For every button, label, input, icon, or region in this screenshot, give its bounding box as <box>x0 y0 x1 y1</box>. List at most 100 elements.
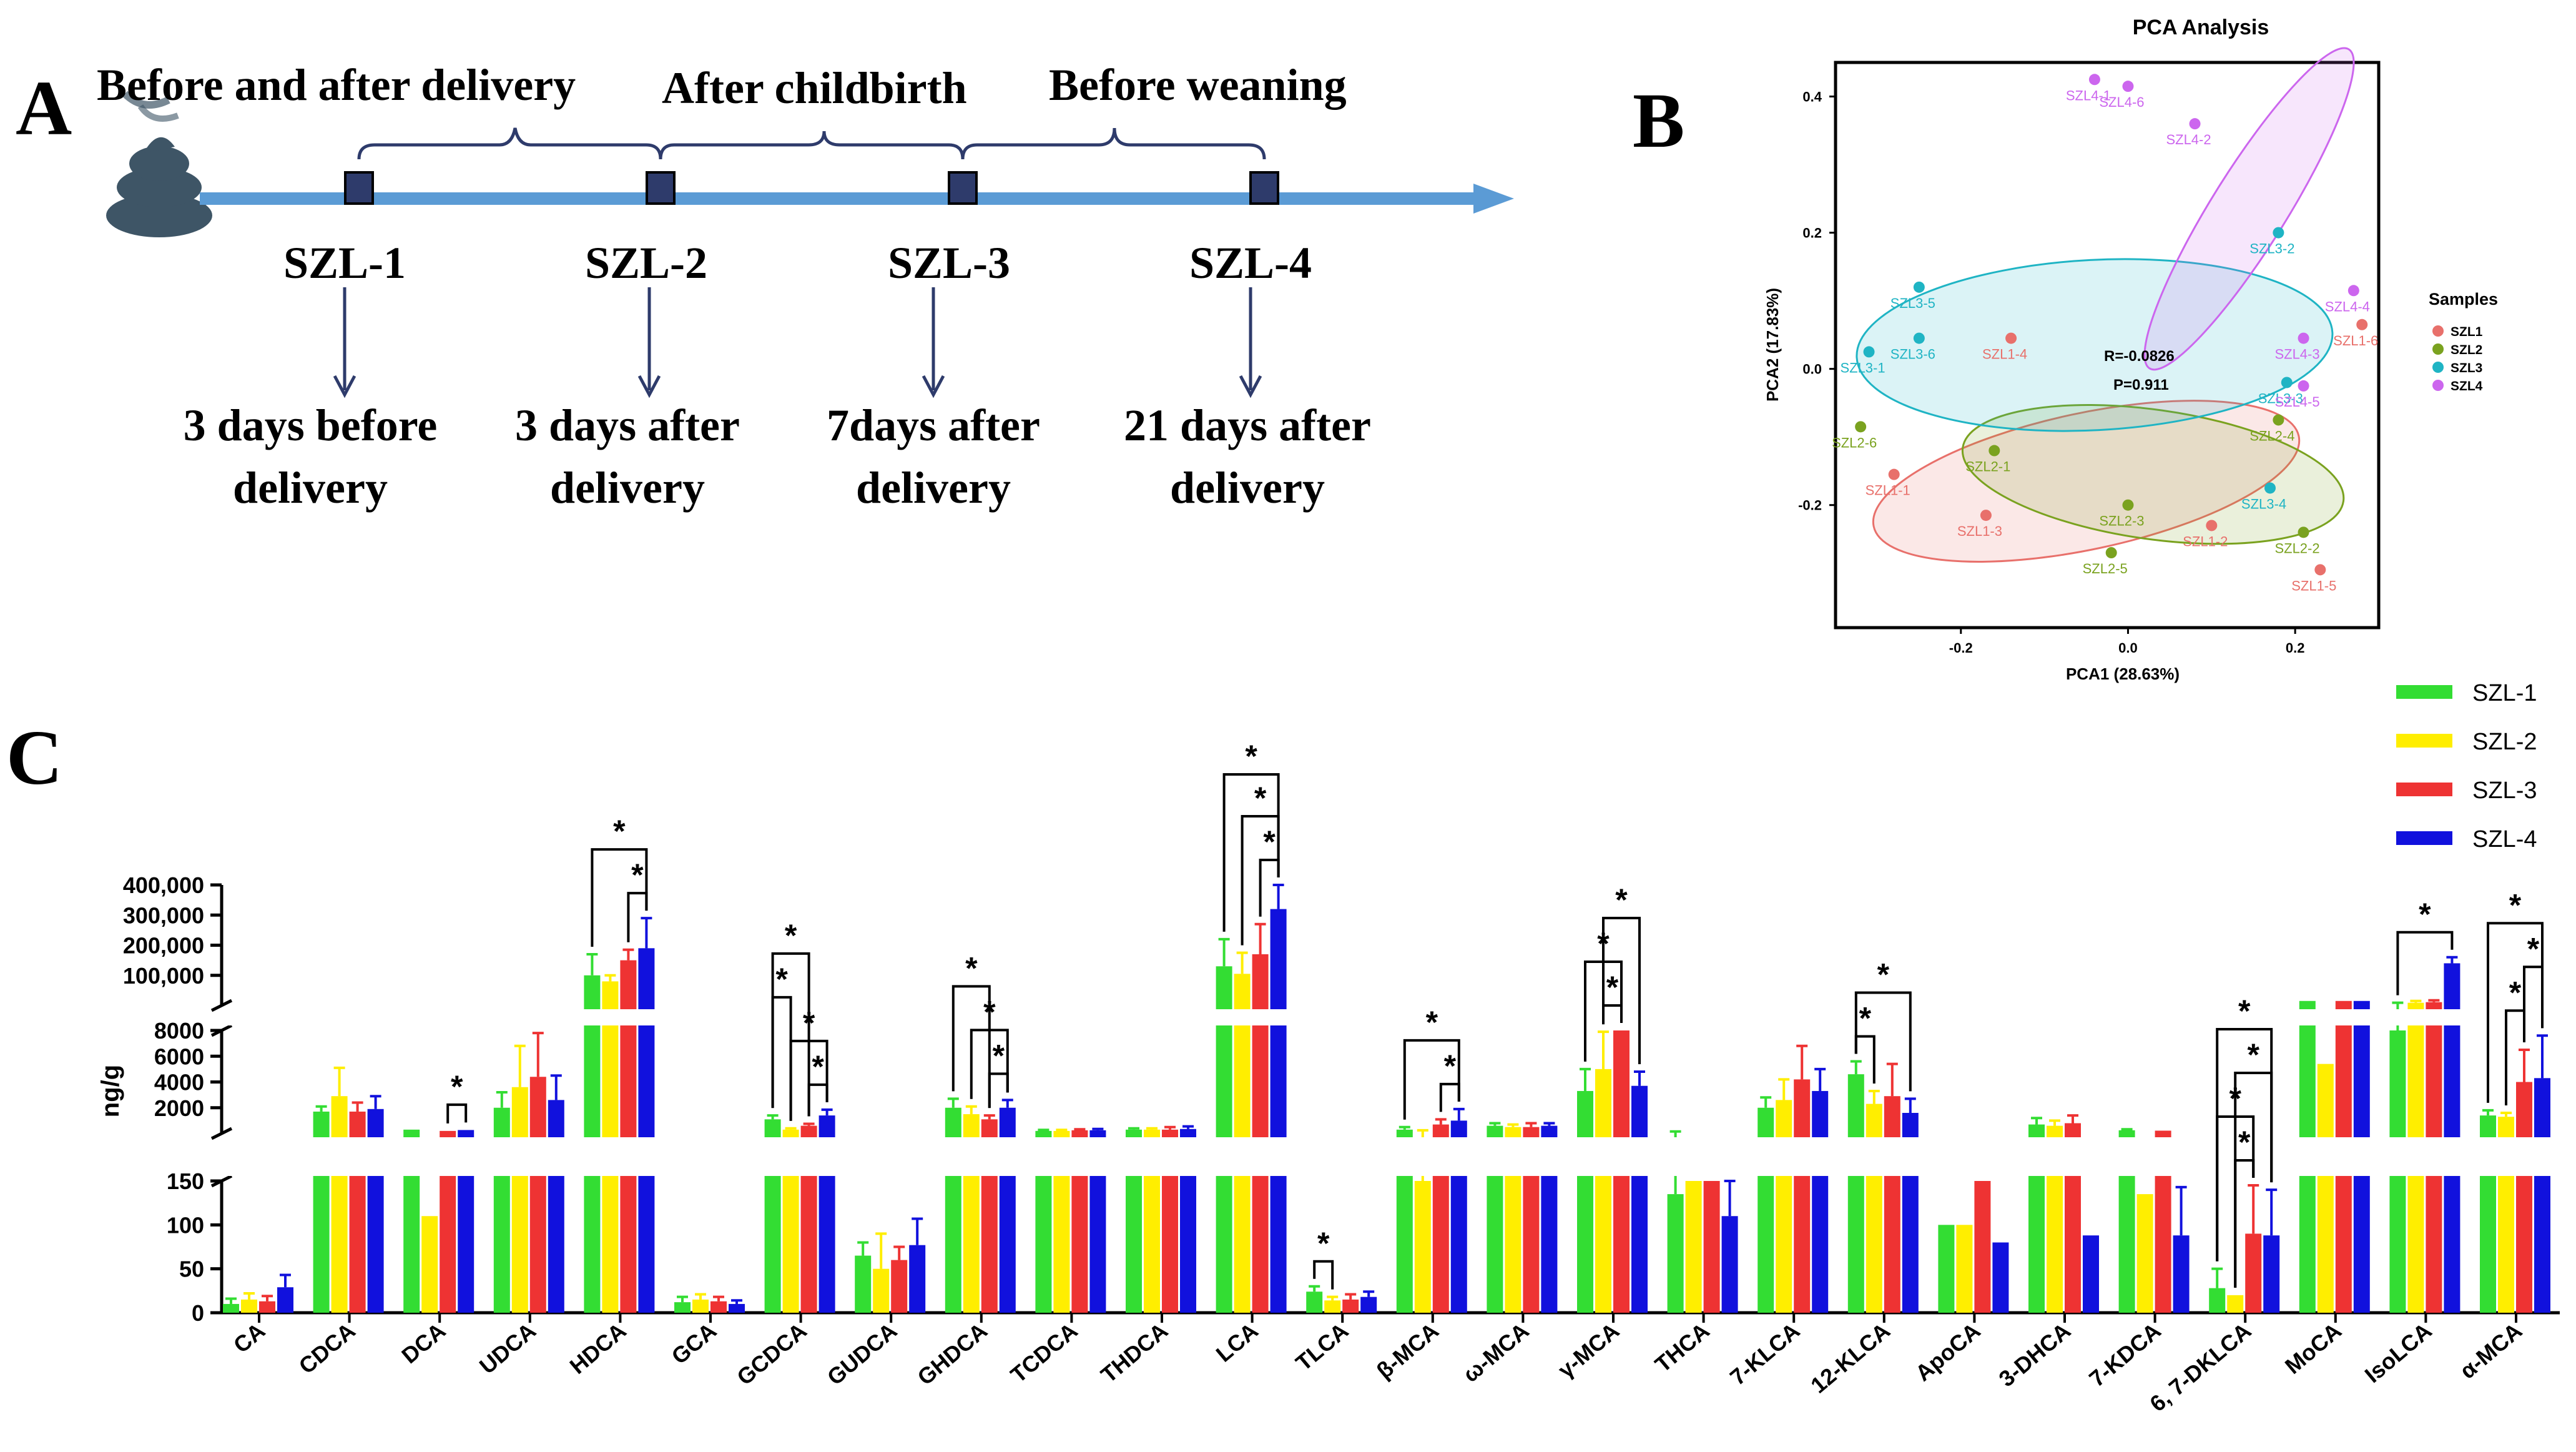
bar <box>2263 1235 2280 1313</box>
bar-legend-label: SZL-3 <box>2472 778 2537 804</box>
pca-y-tick-label: 0.0 <box>1802 362 1822 377</box>
confidence-ellipse <box>1856 258 2334 432</box>
significance-bracket <box>2396 931 2454 995</box>
pca-legend-swatch <box>2432 362 2444 373</box>
significance-star: * <box>2419 897 2431 932</box>
pca-legend-swatch <box>2432 380 2444 391</box>
bar-category-label: γ-MCA <box>1553 1318 1624 1383</box>
bar <box>2317 1064 2334 1313</box>
bar-y-tick-label: 0 <box>192 1300 204 1326</box>
stage-arrow-head <box>637 375 661 398</box>
stage-description-line1: 3 days before <box>184 400 438 450</box>
bar <box>1884 1096 1900 1313</box>
bar <box>1667 1194 1684 1313</box>
pca-x-tick-label: 0.0 <box>2118 640 2138 656</box>
bar-category-label: ω-MCA <box>1458 1318 1534 1387</box>
axis-break-gap <box>224 1137 2571 1176</box>
bar <box>692 1299 709 1313</box>
bar <box>1306 1291 1323 1313</box>
significance-bracket <box>807 1083 828 1117</box>
pca-point-label: SZL2-1 <box>1965 459 2010 475</box>
period-label-3: Before weaning <box>1049 60 1347 110</box>
significance-bracket <box>988 1072 1009 1109</box>
pca-y-label: PCA2 (17.83%) <box>1763 288 1782 402</box>
bar-y-tick-label: 150 <box>167 1168 204 1194</box>
pca-y-tick-label: 0.2 <box>1802 225 1822 241</box>
significance-star: * <box>1606 970 1619 1005</box>
significance-star: * <box>2238 994 2251 1029</box>
pca-point <box>2122 499 2134 511</box>
pca-point <box>2273 227 2284 239</box>
pca-point-label: SZL3-6 <box>1890 347 1935 362</box>
pca-y-tick-label: 0.4 <box>1802 89 1822 105</box>
stage-label: SZL-2 <box>585 238 707 288</box>
pca-x-tick-label: 0.2 <box>2286 640 2305 656</box>
pca-legend-label: SZL4 <box>2451 379 2483 393</box>
axis-break-gap <box>224 1009 2571 1025</box>
significance-star: * <box>1263 824 1276 859</box>
significance-bracket <box>1259 859 1280 917</box>
stage-description-line2: delivery <box>233 463 388 513</box>
bar <box>2245 1233 2262 1313</box>
bar-legend-label: SZL-1 <box>2472 680 2537 706</box>
pca-point <box>2189 118 2201 130</box>
significance-bracket <box>446 1103 468 1124</box>
bar <box>2083 1235 2099 1313</box>
bar-y-tick-label: 200,000 <box>123 933 204 959</box>
axis-break-mark <box>210 1174 233 1188</box>
timepoint-marker <box>646 171 676 205</box>
period-brace-2 <box>659 131 965 160</box>
bar-category-label: HDCA <box>565 1318 631 1379</box>
bar-category-label: DCA <box>396 1318 450 1369</box>
pca-point <box>1855 421 1867 433</box>
bar <box>729 1303 745 1313</box>
bar <box>1360 1296 1377 1313</box>
pca-point-label: SZL1-6 <box>2333 333 2378 348</box>
bar <box>1414 1181 1431 1313</box>
pca-point <box>2264 482 2276 494</box>
bar-legend-swatch <box>2396 685 2452 699</box>
panel-label-b: B <box>1633 78 1684 164</box>
axis-break-mark <box>210 999 233 1012</box>
bar <box>1776 1100 1792 1313</box>
bar <box>855 1255 872 1313</box>
bar-category-label: 12-KLCA <box>1806 1318 1895 1398</box>
significance-star: * <box>785 918 797 953</box>
significance-star: * <box>2238 1125 2251 1160</box>
pca-point <box>1888 468 1900 480</box>
pca-point-label: SZL4-2 <box>2166 132 2211 147</box>
axis-break-mark <box>210 1127 233 1140</box>
pca-point-label: SZL2-4 <box>2249 428 2294 443</box>
bar-category-label: MoCA <box>2280 1318 2346 1379</box>
bar <box>909 1245 926 1313</box>
pca-x-tick-label: -0.2 <box>1949 640 1973 656</box>
bar-legend-swatch <box>2396 783 2452 796</box>
bar <box>1703 1181 1720 1313</box>
bar <box>674 1302 691 1313</box>
pca-point-label: SZL4-3 <box>2274 347 2319 362</box>
pca-point-label: SZL4-1 <box>2066 87 2111 103</box>
bar-category-label: UDCA <box>474 1318 541 1379</box>
bar <box>873 1268 890 1313</box>
significance-star: * <box>2229 1081 2241 1116</box>
pca-point <box>2088 74 2100 86</box>
bar <box>1938 1225 1955 1313</box>
significance-bracket <box>2523 966 2544 1042</box>
stage-description-line2: delivery <box>1170 463 1325 513</box>
bar-category-label: 7-KDCA <box>2084 1318 2166 1392</box>
period-label-2: After childbirth <box>662 63 967 113</box>
bar <box>1270 909 1287 1313</box>
pca-point <box>2298 332 2309 344</box>
significance-star: * <box>1615 882 1628 917</box>
bar <box>1685 1181 1702 1313</box>
bar-y-tick-label: 50 <box>179 1257 204 1282</box>
significance-bracket <box>1241 815 1280 946</box>
pca-legend-label: SZL3 <box>2451 361 2482 375</box>
timeline-arrow-shaft <box>200 192 1473 205</box>
stage-description-line2: delivery <box>550 463 705 513</box>
pca-point <box>1863 346 1875 358</box>
pca-point <box>1913 281 1925 293</box>
bar-y-label: ng/g <box>97 1065 124 1117</box>
